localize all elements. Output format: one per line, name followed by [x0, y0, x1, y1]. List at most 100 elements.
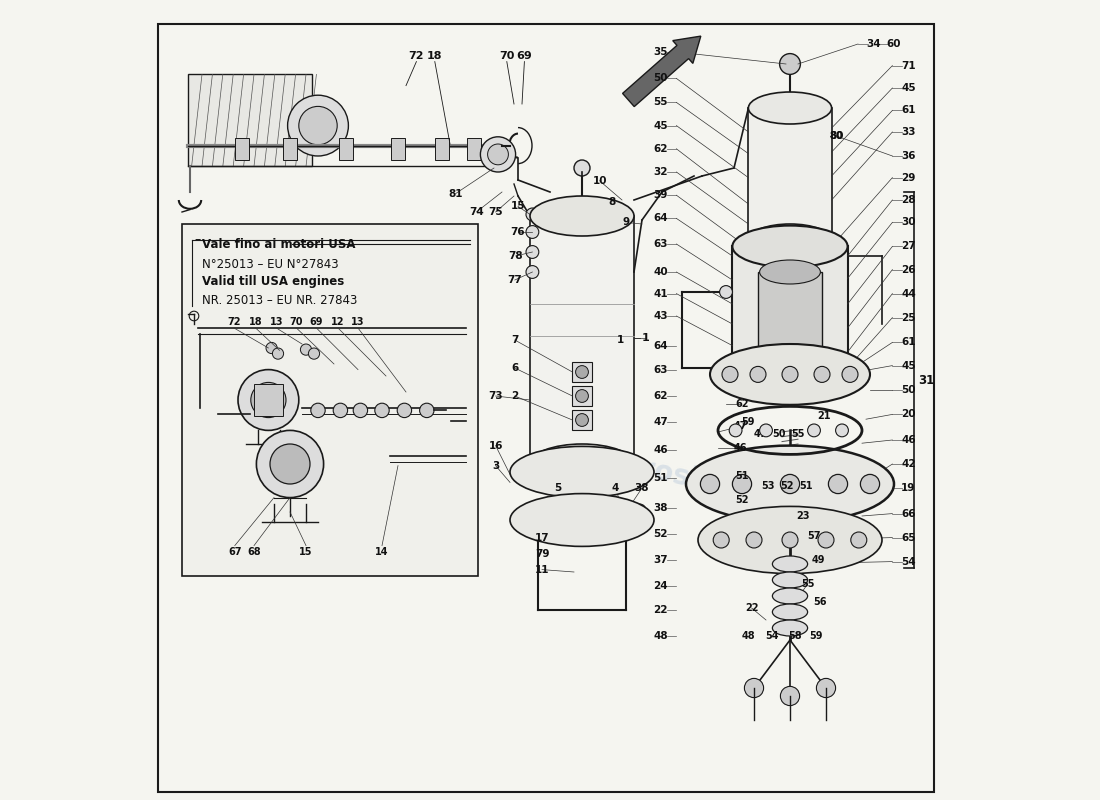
Circle shape — [701, 474, 719, 494]
Text: 51: 51 — [735, 471, 749, 481]
Text: 63: 63 — [653, 365, 668, 374]
Ellipse shape — [710, 344, 870, 405]
Circle shape — [782, 268, 797, 284]
Text: 1: 1 — [617, 335, 624, 345]
Text: 54: 54 — [766, 631, 779, 641]
Text: N°25013 – EU N°27843: N°25013 – EU N°27843 — [202, 258, 339, 270]
Text: 15: 15 — [299, 547, 312, 557]
Text: 66: 66 — [901, 509, 915, 518]
Text: 55: 55 — [653, 98, 668, 107]
Circle shape — [575, 414, 589, 426]
Text: 48: 48 — [653, 631, 668, 641]
Circle shape — [760, 424, 772, 437]
Bar — [434, 138, 449, 160]
Text: 27: 27 — [901, 242, 915, 251]
Text: 52: 52 — [735, 495, 749, 505]
Text: 25: 25 — [901, 313, 915, 322]
Bar — [254, 384, 283, 416]
Text: 29: 29 — [901, 173, 915, 182]
Text: 47: 47 — [734, 422, 747, 431]
Text: 21: 21 — [817, 411, 832, 421]
Text: 14: 14 — [375, 547, 388, 557]
Text: 48: 48 — [741, 631, 756, 641]
Text: 32: 32 — [653, 167, 668, 177]
Text: 59: 59 — [808, 631, 823, 641]
Bar — [182, 224, 478, 576]
Circle shape — [397, 403, 411, 418]
Circle shape — [542, 464, 558, 480]
Ellipse shape — [530, 444, 634, 484]
Ellipse shape — [733, 226, 848, 267]
Text: 51: 51 — [800, 482, 813, 491]
Circle shape — [526, 226, 539, 238]
Circle shape — [574, 512, 590, 528]
Circle shape — [526, 208, 539, 221]
Bar — [572, 386, 592, 406]
Text: 74: 74 — [469, 207, 484, 217]
Text: 81: 81 — [449, 189, 463, 198]
Circle shape — [860, 474, 880, 494]
Text: 39: 39 — [653, 190, 668, 200]
Circle shape — [828, 474, 848, 494]
Text: 43: 43 — [653, 311, 668, 321]
Circle shape — [238, 370, 299, 430]
Text: 9: 9 — [623, 218, 629, 227]
Circle shape — [733, 474, 751, 494]
Circle shape — [256, 430, 323, 498]
Circle shape — [626, 512, 642, 528]
Text: 41: 41 — [653, 289, 668, 298]
Ellipse shape — [760, 260, 821, 284]
Text: 45: 45 — [901, 83, 915, 93]
Ellipse shape — [510, 494, 654, 546]
Bar — [572, 410, 592, 430]
Text: 5: 5 — [554, 483, 562, 493]
Text: 35: 35 — [653, 47, 668, 57]
Text: 54: 54 — [901, 557, 915, 566]
Ellipse shape — [698, 506, 882, 574]
Circle shape — [745, 678, 763, 698]
Text: 28: 28 — [901, 195, 915, 205]
Text: 72: 72 — [228, 317, 241, 326]
Text: 77: 77 — [507, 275, 522, 285]
Bar — [283, 138, 297, 160]
Text: 62: 62 — [735, 399, 749, 409]
Ellipse shape — [748, 92, 832, 124]
Circle shape — [780, 686, 800, 706]
Text: 47: 47 — [754, 429, 767, 438]
Text: 22: 22 — [653, 605, 668, 614]
Text: 79: 79 — [535, 549, 549, 558]
Circle shape — [722, 366, 738, 382]
Text: 50: 50 — [772, 429, 785, 438]
Text: 72: 72 — [409, 51, 425, 61]
Text: 59: 59 — [741, 417, 755, 426]
Text: 50: 50 — [653, 74, 668, 83]
Circle shape — [353, 403, 367, 418]
Bar — [339, 138, 353, 160]
Text: 58: 58 — [788, 631, 802, 641]
Ellipse shape — [510, 446, 654, 498]
Text: 13: 13 — [351, 317, 365, 326]
Text: 11: 11 — [535, 565, 549, 574]
Circle shape — [750, 366, 766, 382]
Text: 16: 16 — [488, 441, 503, 450]
Text: 57: 57 — [807, 531, 821, 541]
Text: 67: 67 — [228, 547, 242, 557]
Text: 49: 49 — [812, 555, 825, 565]
Text: 13: 13 — [270, 317, 283, 326]
Text: 70: 70 — [289, 317, 304, 326]
Text: 56: 56 — [814, 598, 827, 607]
Text: 38: 38 — [653, 503, 668, 513]
Circle shape — [780, 54, 801, 74]
Circle shape — [266, 342, 277, 354]
Ellipse shape — [772, 588, 807, 604]
Circle shape — [719, 286, 733, 298]
Circle shape — [850, 532, 867, 548]
Text: 38: 38 — [635, 483, 649, 493]
Text: 45: 45 — [653, 121, 668, 130]
Bar — [758, 272, 822, 352]
Circle shape — [606, 464, 621, 480]
Text: 19: 19 — [901, 483, 915, 493]
Text: 75: 75 — [488, 207, 503, 217]
Text: 34: 34 — [867, 39, 881, 49]
Text: 65: 65 — [901, 533, 915, 542]
